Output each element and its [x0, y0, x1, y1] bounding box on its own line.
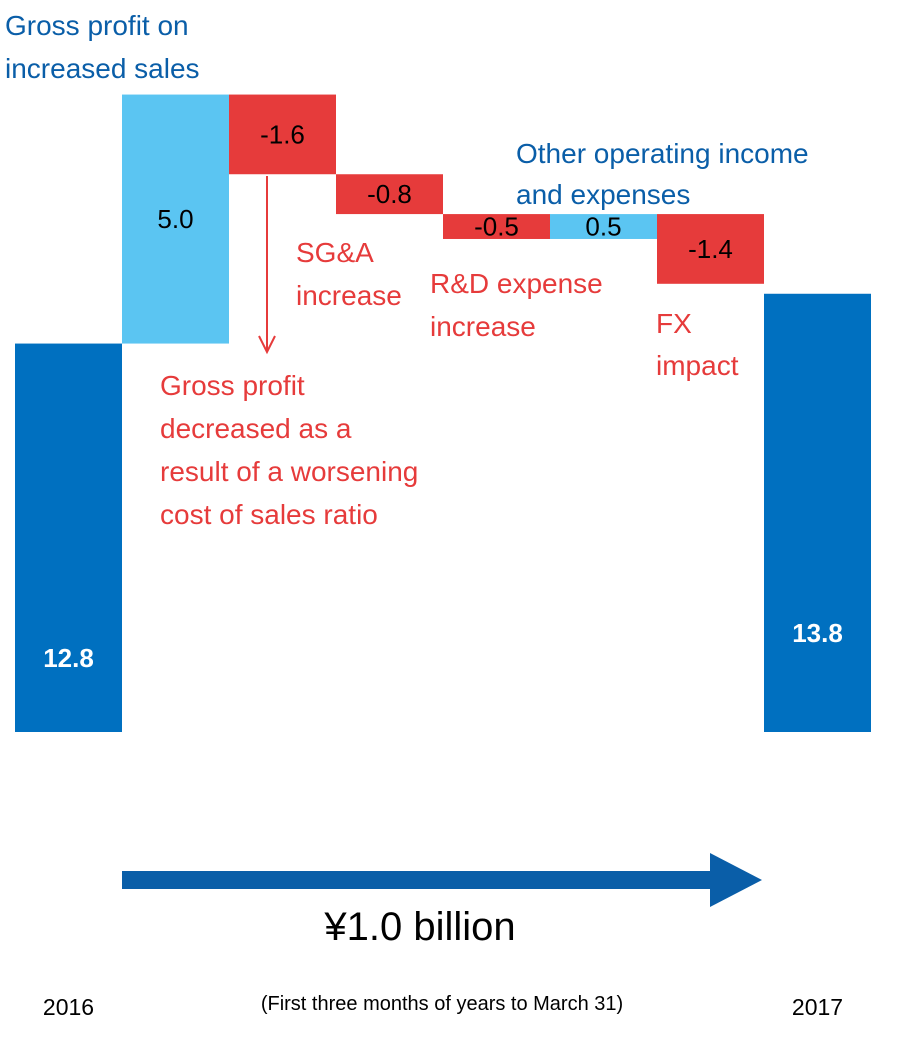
annotation: and expenses [516, 179, 690, 210]
value-label: -1.4 [688, 234, 733, 264]
value-label: 5.0 [157, 204, 193, 234]
bar [550, 214, 657, 239]
value-label: -1.6 [260, 119, 305, 149]
bar [657, 214, 764, 284]
annotation: decreased as a [160, 413, 352, 444]
annotation: increase [430, 311, 536, 342]
annotation: impact [656, 350, 739, 381]
bar [15, 343, 122, 732]
value-label: -0.5 [474, 212, 519, 242]
subtitle: (First three months of years to March 31… [261, 993, 623, 1015]
red-arrow-head [258, 335, 276, 355]
bar [122, 94, 229, 344]
annotation: FX [656, 308, 692, 339]
x-tick-label: 2016 [43, 994, 94, 1020]
value-label: 13.8 [792, 618, 843, 648]
value-label: 0.5 [585, 212, 621, 242]
annotation: increase [296, 280, 402, 311]
bar [336, 174, 443, 215]
bar [443, 214, 550, 239]
x-tick-label: 2017 [792, 994, 843, 1020]
value-label: 12.8 [43, 643, 94, 673]
bar [764, 293, 871, 732]
change-arrow-head [710, 853, 762, 907]
annotation: cost of sales ratio [160, 499, 378, 530]
annotation: result of a worsening [160, 456, 418, 487]
annotation: SG&A [296, 237, 374, 268]
annotation: Gross profit [160, 370, 305, 401]
annotation: Other operating income [516, 138, 809, 169]
annotation: R&D expense [430, 268, 603, 299]
value-label: -0.8 [367, 179, 412, 209]
change-label: ¥1.0 billion [323, 905, 515, 949]
annotation: increased sales [5, 53, 200, 84]
bar [229, 94, 336, 175]
annotation: Gross profit on [5, 10, 189, 41]
